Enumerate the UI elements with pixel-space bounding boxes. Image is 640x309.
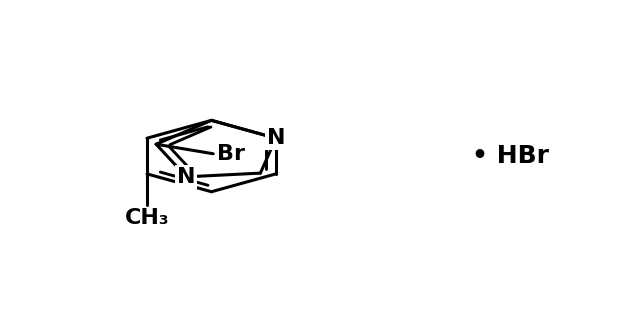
Text: N: N (267, 128, 285, 148)
Text: CH₃: CH₃ (125, 208, 170, 228)
Text: Br: Br (217, 144, 245, 164)
Text: • HBr: • HBr (472, 144, 549, 168)
Text: N: N (177, 167, 196, 187)
